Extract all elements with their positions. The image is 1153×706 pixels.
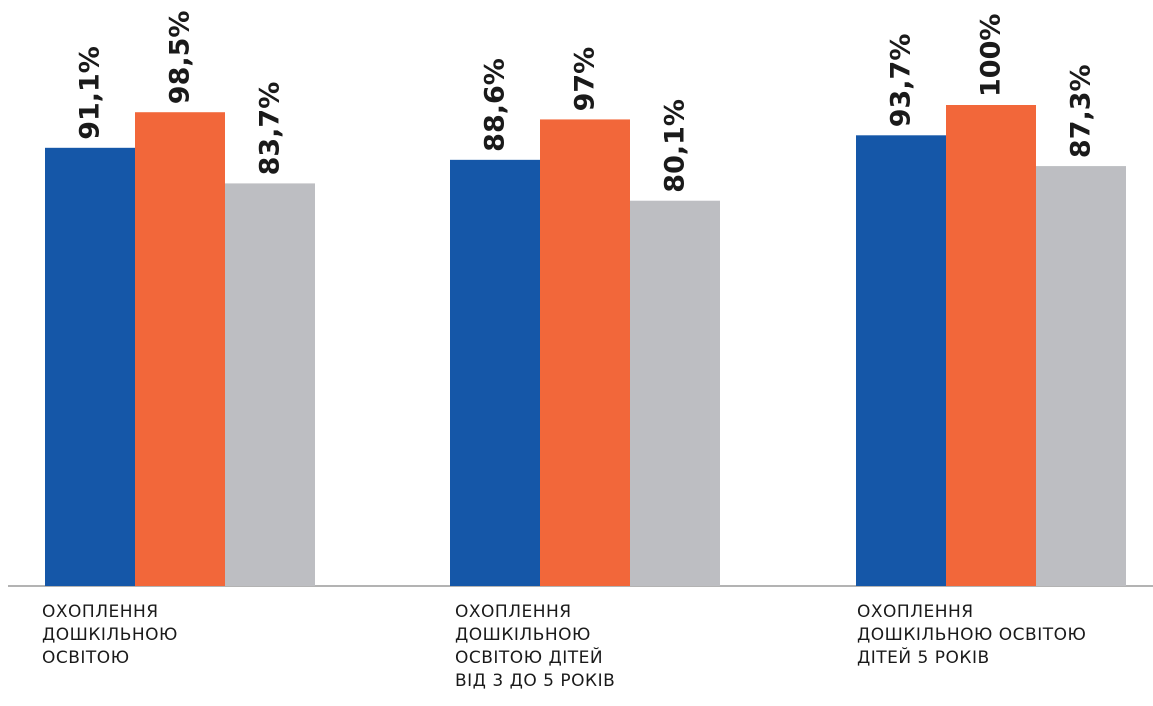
data-label-1-2: 98,5% <box>165 11 196 105</box>
data-label-2-2: 97% <box>570 47 601 112</box>
bar-1-3 <box>225 183 315 586</box>
data-label-3-3: 87,3% <box>1066 64 1097 158</box>
bar-3-2 <box>946 105 1036 586</box>
category-label-line: ДОШКІЛЬНОЮ <box>455 624 615 647</box>
data-label-2-1: 88,6% <box>480 58 511 152</box>
category-label-line: ОХОПЛЕННЯ <box>857 601 1086 624</box>
data-label-2-3: 80,1% <box>660 99 691 193</box>
data-label-1-1: 91,1% <box>75 46 106 140</box>
category-label-line: ОСВІТОЮ <box>42 647 178 670</box>
data-label-3-1: 93,7% <box>886 34 917 128</box>
bar-3-3 <box>1036 166 1126 586</box>
category-label-1: ОХОПЛЕННЯ ДОШКІЛЬНОЮ ОСВІТОЮ <box>42 601 178 670</box>
data-label-3-2: 100% <box>976 14 1007 97</box>
category-label-line: ОХОПЛЕННЯ <box>455 601 615 624</box>
category-label-3: ОХОПЛЕННЯ ДОШКІЛЬНОЮ ОСВІТОЮ ДІТЕЙ 5 РОКІВ <box>857 601 1086 670</box>
bar-1-2 <box>135 112 225 586</box>
bar-2-2 <box>540 119 630 586</box>
category-label-line: ВІД 3 ДО 5 РОКІВ <box>455 670 615 693</box>
bar-3-1 <box>856 135 946 586</box>
bar-2-3 <box>630 201 720 586</box>
bar-1-1 <box>45 148 135 586</box>
category-label-2: ОХОПЛЕННЯ ДОШКІЛЬНОЮ ОСВІТОЮ ДІТЕЙ ВІД 3 ДО… <box>455 601 615 693</box>
category-label-line: ОСВІТОЮ ДІТЕЙ <box>455 647 615 670</box>
data-label-1-3: 83,7% <box>255 82 286 176</box>
category-label-line: ДОШКІЛЬНОЮ ОСВІТОЮ <box>857 624 1086 647</box>
category-label-line: ОХОПЛЕННЯ <box>42 601 178 624</box>
category-label-line: ДІТЕЙ 5 РОКІВ <box>857 647 1086 670</box>
bar-2-1 <box>450 160 540 586</box>
category-label-line: ДОШКІЛЬНОЮ <box>42 624 178 647</box>
